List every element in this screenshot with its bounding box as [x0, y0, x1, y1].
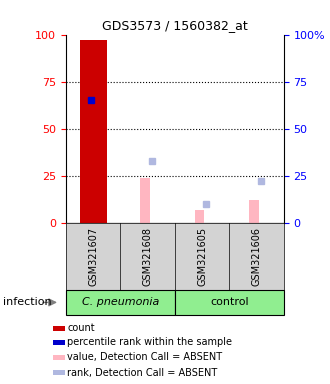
Bar	[66, 290, 175, 315]
Bar	[53, 355, 65, 360]
Text: GSM321608: GSM321608	[143, 227, 153, 286]
Bar	[53, 339, 65, 345]
Bar	[249, 200, 259, 223]
Title: GDS3573 / 1560382_at: GDS3573 / 1560382_at	[102, 19, 248, 32]
Bar	[53, 326, 65, 331]
Bar	[53, 370, 65, 375]
Text: rank, Detection Call = ABSENT: rank, Detection Call = ABSENT	[67, 367, 217, 377]
Text: control: control	[210, 297, 249, 308]
Bar	[80, 40, 107, 223]
Text: GSM321607: GSM321607	[88, 227, 98, 286]
Bar	[140, 177, 150, 223]
Text: percentile rank within the sample: percentile rank within the sample	[67, 337, 232, 347]
Text: GSM321606: GSM321606	[251, 227, 262, 286]
Text: GSM321605: GSM321605	[197, 227, 207, 286]
Text: count: count	[67, 323, 95, 333]
Text: infection: infection	[3, 297, 52, 308]
Bar	[194, 210, 204, 223]
Text: value, Detection Call = ABSENT: value, Detection Call = ABSENT	[67, 353, 222, 362]
Bar	[175, 290, 284, 315]
Text: C. pneumonia: C. pneumonia	[82, 297, 159, 308]
